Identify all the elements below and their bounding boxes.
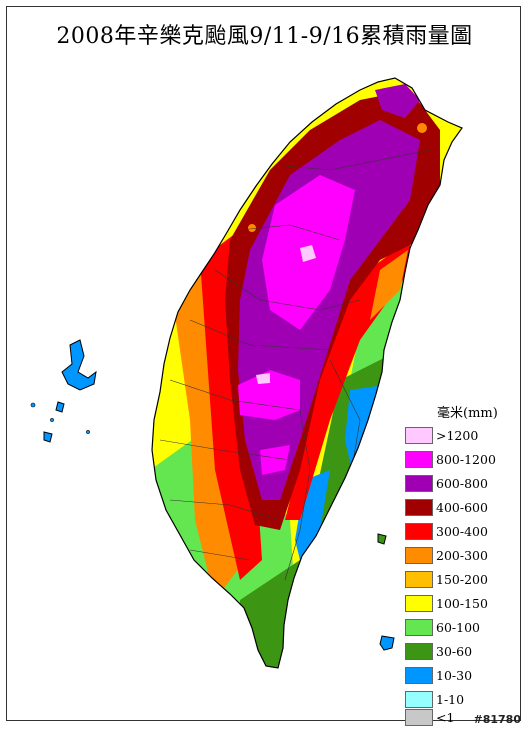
- legend-label: <1: [436, 709, 455, 725]
- legend-label: 600-800: [436, 475, 488, 491]
- legend-swatch: [405, 570, 433, 588]
- legend-swatch: [405, 708, 433, 726]
- green-island: [377, 533, 387, 545]
- legend-swatch: [405, 618, 433, 636]
- legend-label: 60-100: [436, 619, 480, 635]
- legend-item: 150-200: [405, 570, 488, 588]
- legend-swatch: [405, 546, 433, 564]
- legend-label: 400-600: [436, 499, 488, 515]
- legend-item: >1200: [405, 426, 478, 444]
- legend-item: 10-30: [405, 666, 472, 684]
- taiwan-coastline: [151, 77, 463, 669]
- legend-item: <1: [405, 708, 454, 726]
- legend-label: 200-300: [436, 547, 488, 563]
- legend-item: 60-100: [405, 618, 480, 636]
- legend-swatch: [405, 594, 433, 612]
- legend-item: 100-150: [405, 594, 488, 612]
- legend-swatch: [405, 474, 433, 492]
- legend-label: 1-10: [436, 691, 465, 707]
- legend-item: 800-1200: [405, 450, 496, 468]
- legend-swatch: [405, 426, 433, 444]
- watermark: #81780: [473, 713, 522, 726]
- legend-swatch: [405, 498, 433, 516]
- penghu-islands: [30, 339, 97, 443]
- legend-label: >1200: [436, 427, 479, 443]
- legend-item: 400-600: [405, 498, 488, 516]
- legend-label: 30-60: [436, 643, 473, 659]
- legend-label: 10-30: [436, 667, 473, 683]
- legend-item: 300-400: [405, 522, 488, 540]
- legend-swatch: [405, 690, 433, 708]
- legend-label: 150-200: [436, 571, 488, 587]
- taiwan-rainfall: [152, 78, 462, 668]
- legend-item: 1-10: [405, 690, 464, 708]
- legend-label: 100-150: [436, 595, 488, 611]
- map-title: 2008年辛樂克颱風9/11-9/16累積雨量圖: [56, 24, 473, 49]
- legend-swatch: [405, 666, 433, 684]
- legend-unit: 毫米(mm): [437, 406, 498, 421]
- legend-label: 300-400: [436, 523, 488, 539]
- legend-item: 30-60: [405, 642, 472, 660]
- legend-swatch: [405, 450, 433, 468]
- legend-item: 600-800: [405, 474, 488, 492]
- legend-swatch: [405, 522, 433, 540]
- legend-label: 800-1200: [436, 451, 496, 467]
- legend-item: 200-300: [405, 546, 488, 564]
- legend-swatch: [405, 642, 433, 660]
- orchid-island: [379, 635, 395, 651]
